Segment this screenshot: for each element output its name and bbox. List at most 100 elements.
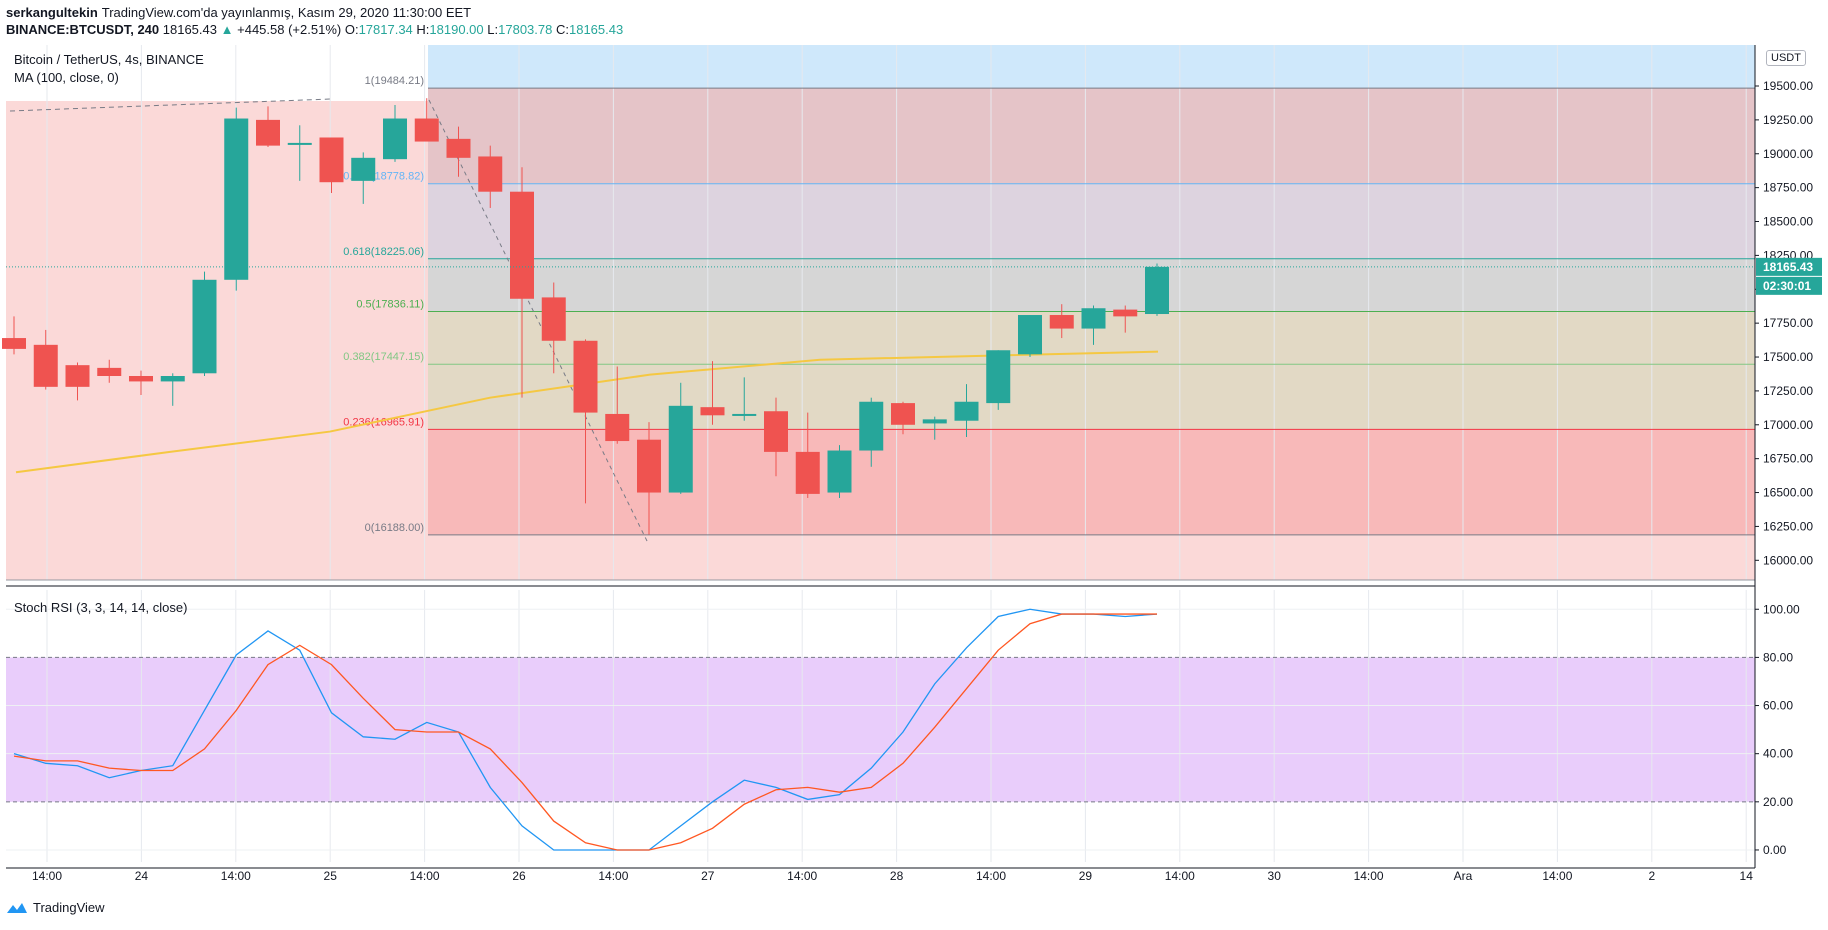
stoch-rsi-title[interactable]: Stoch RSI (3, 3, 14, 14, close): [14, 600, 188, 615]
fib-level-label: 0(16188.00): [365, 522, 424, 534]
rsi-tick-label: 40.00: [1763, 747, 1793, 761]
candle-body: [1049, 315, 1074, 329]
stoch-d-line: [13, 613, 1157, 851]
publish-info: TradingView.com'da yayınlanmış, Kasım 29…: [101, 5, 472, 20]
axes: 16000.00 16250.00 16500.00 16750.00 17000.00…: [6, 45, 1822, 883]
time-tick-label: 14:00: [1542, 869, 1572, 883]
countdown-tag-bg: [1756, 276, 1822, 295]
candle-body: [224, 118, 249, 280]
candle-body: [97, 367, 122, 377]
rsi-tick-label: 20.00: [1763, 795, 1793, 809]
ma-indicator-label[interactable]: MA (100, close, 0): [14, 70, 119, 85]
candle-body: [637, 439, 661, 493]
candle-body: [33, 344, 58, 387]
price-tick-label: 17000.00: [1763, 418, 1813, 432]
candle-body: [510, 191, 534, 299]
time-tick-label: 28: [890, 869, 904, 883]
price-tick-label: 16750.00: [1763, 452, 1813, 466]
candle-body: [287, 142, 312, 145]
ma-100-line: [15, 350, 1159, 474]
main-pane-background: [6, 45, 1755, 862]
candle-body: [573, 340, 598, 413]
price-tick-label: 19000.00: [1763, 147, 1813, 161]
time-tick-label: 25: [324, 869, 338, 883]
fib-level-label: 0.382(17447.15): [343, 351, 424, 363]
price-tick-label: 17750.00: [1763, 316, 1813, 330]
candle-body: [1113, 309, 1138, 317]
fib-zone: [428, 45, 1755, 89]
candle-body: [922, 419, 947, 424]
price-tick-label: 17500.00: [1763, 350, 1813, 364]
price-tick-label: 18500.00: [1763, 215, 1813, 229]
fib-zone: [428, 534, 1755, 580]
symbol-info: BINANCE:BTCUSDT, 240: [6, 22, 160, 37]
candle-body: [446, 138, 471, 158]
candle-body: [954, 401, 979, 421]
fib-level-label: 0.5(17836.11): [356, 298, 424, 310]
price-tag-bg: [1756, 257, 1822, 276]
time-tick-label: 2: [1648, 869, 1655, 883]
stoch-rsi-pane: [13, 608, 1158, 851]
open-label: O:: [344, 22, 359, 37]
candle-body: [541, 297, 566, 341]
low-value: 17803.78: [498, 22, 553, 37]
fib-zone: [428, 311, 1755, 430]
candle-body: [1018, 315, 1042, 355]
high-value: 18190.00: [429, 22, 484, 37]
grid-lines: [6, 45, 1755, 862]
rsi-tick-label: 100.00: [1763, 602, 1800, 616]
last-price: 18165.43: [162, 22, 217, 37]
price-tick-label: 16500.00: [1763, 486, 1813, 500]
time-tick-label: 14:00: [1354, 869, 1384, 883]
price-tick-label: 18750.00: [1763, 181, 1813, 195]
candle-body: [160, 376, 185, 382]
fibonacci-retracement: 1(19484.21)0.786(18778.82)0.618(18225.06…: [9, 75, 1755, 544]
rsi-tick-label: 60.00: [1763, 699, 1793, 713]
price-tag-label: 18165.43: [1763, 260, 1813, 274]
candlestick-series: [2, 98, 1755, 535]
candle-body: [827, 450, 852, 493]
candle-body: [764, 411, 788, 452]
price-tick-label: 16250.00: [1763, 519, 1813, 533]
footer-brand[interactable]: TradingView: [33, 900, 105, 915]
change-arrow-icon: ▲: [220, 22, 234, 37]
high-label: H:: [416, 22, 430, 37]
candle-body: [859, 401, 884, 451]
author-name[interactable]: serkangultekin: [6, 5, 98, 20]
candle-body: [319, 137, 344, 183]
time-tick-label: Ara: [1454, 869, 1473, 883]
candle-body: [986, 350, 1011, 404]
candle-body: [1081, 308, 1106, 329]
footer: TradingView: [6, 900, 105, 915]
fib-level-label: 0.618(18225.06): [343, 246, 424, 258]
candle-body: [668, 405, 693, 493]
candle-body: [795, 451, 820, 494]
candle-body: [129, 376, 153, 382]
time-tick-label: 24: [135, 869, 149, 883]
candle-body: [1145, 266, 1169, 315]
candle-body: [891, 403, 915, 425]
main-pane-title[interactable]: Bitcoin / TetherUS, 4s, BINANCE: [14, 52, 204, 67]
candle-body: [478, 156, 503, 192]
price-tick-label: 16000.00: [1763, 553, 1813, 567]
price-change: +445.58 (+2.51%): [237, 22, 342, 37]
candle-body: [192, 279, 217, 374]
open-value: 17817.34: [358, 22, 413, 37]
rsi-tick-label: 0.00: [1763, 843, 1787, 857]
candle-body: [732, 413, 757, 416]
time-tick-label: 14:00: [1165, 869, 1195, 883]
rsi-tick-label: 80.00: [1763, 650, 1793, 664]
ma-line: [15, 350, 1159, 474]
fib-level-label: 1(19484.21): [365, 75, 424, 87]
candle-body: [383, 118, 407, 160]
time-tick-label: 14:00: [410, 869, 440, 883]
tradingview-logo-icon: [7, 902, 27, 913]
price-tick-label: 19250.00: [1763, 113, 1813, 127]
currency-badge[interactable]: USDT: [1766, 50, 1806, 66]
candle-body: [2, 338, 26, 349]
time-tick-label: 14:00: [976, 869, 1006, 883]
candle-body: [700, 407, 725, 416]
price-tick-label: 17250.00: [1763, 384, 1813, 398]
candle-body: [605, 413, 630, 442]
